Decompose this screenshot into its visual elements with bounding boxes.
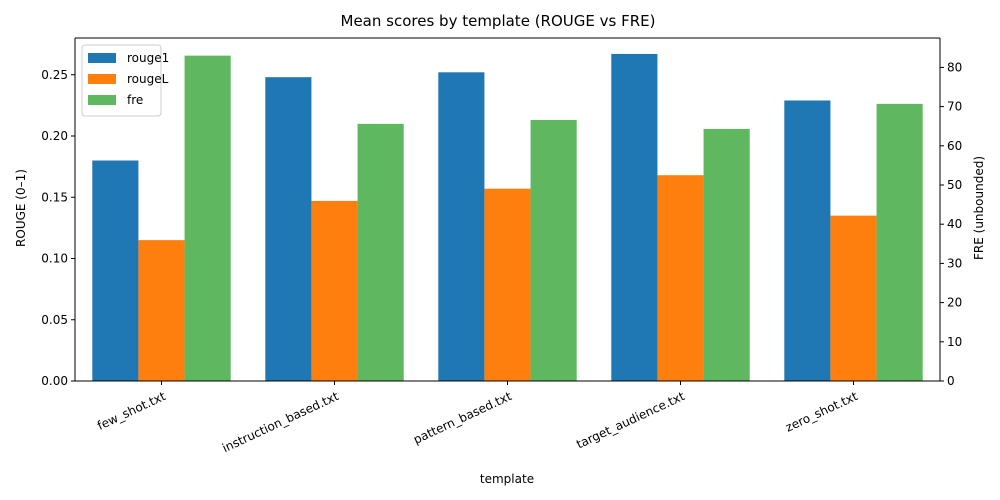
legend-label-fre: fre <box>127 93 143 107</box>
legend: rouge1 rougeL fre <box>81 44 169 117</box>
legend-swatch-rougeL <box>88 74 116 84</box>
y2-tick-label: 20 <box>947 296 962 310</box>
bar-rougeL-0 <box>138 240 185 382</box>
y2-tick-label: 10 <box>947 335 962 349</box>
bar-rougeL-2 <box>484 188 531 381</box>
bar-rougeL-4 <box>830 215 877 382</box>
legend-label-rouge1: rouge1 <box>127 51 169 65</box>
y-axis-label: ROUGE (0–1) <box>14 169 28 247</box>
bar-fre-1 <box>357 123 404 381</box>
bars-layer <box>92 53 923 382</box>
y2-axis-label: FRE (unbounded) <box>972 156 986 260</box>
y-tick-label: 0.15 <box>41 190 68 204</box>
y-tick-label: 0.25 <box>41 68 68 82</box>
bar-fre-2 <box>530 119 577 382</box>
legend-label-rougeL: rougeL <box>127 72 169 86</box>
y-tick-label: 0.10 <box>41 252 68 266</box>
chart-title: Mean scores by template (ROUGE vs FRE) <box>341 12 656 30</box>
bar-fre-3 <box>703 128 750 381</box>
bar-rouge1-1 <box>265 77 312 381</box>
y2-tick-label: 60 <box>947 139 962 153</box>
bar-rougeL-1 <box>311 200 358 381</box>
bar-fre-0 <box>184 55 231 381</box>
bar-rougeL-3 <box>657 175 704 381</box>
legend-swatch-fre <box>88 95 116 105</box>
bar-rouge1-4 <box>784 100 831 381</box>
y2-tick-label: 70 <box>947 100 962 114</box>
y2-tick-label: 50 <box>947 178 962 192</box>
y2-tick-label: 0 <box>947 374 955 388</box>
y-tick-label: 0.00 <box>41 374 68 388</box>
bar-fre-4 <box>876 103 923 382</box>
bar-rouge1-3 <box>611 53 658 382</box>
y2-tick-label: 40 <box>947 217 962 231</box>
y-tick-label: 0.05 <box>41 313 68 327</box>
y-tick-label: 0.20 <box>41 129 68 143</box>
y2-tick-label: 30 <box>947 256 962 270</box>
bar-rouge1-2 <box>438 72 485 382</box>
legend-swatch-rouge1 <box>88 53 116 63</box>
bar-rouge1-0 <box>92 160 139 381</box>
x-axis-label: template <box>480 472 534 486</box>
y2-tick-label: 80 <box>947 60 962 74</box>
